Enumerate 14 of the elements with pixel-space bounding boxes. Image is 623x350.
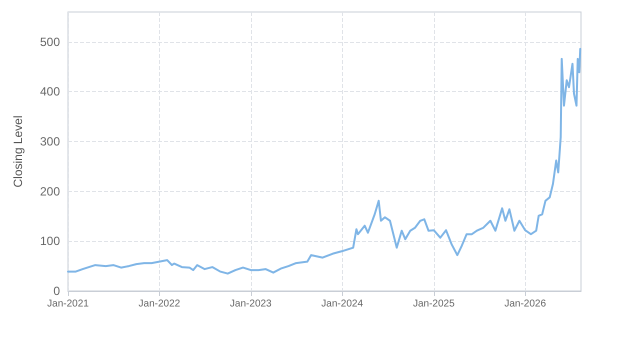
y-axis-title: Closing Level: [11, 115, 25, 188]
y-tick-label: 200: [40, 184, 60, 198]
x-tick-label: Jan-2022: [138, 298, 181, 310]
line-series: [67, 48, 582, 275]
x-tick-label: Jan-2025: [412, 298, 456, 310]
y-tick-label: 300: [40, 134, 60, 149]
x-tick-label: Jan-2021: [47, 298, 90, 310]
y-tick-label: 0: [53, 284, 60, 298]
y-tick-label: 400: [40, 84, 60, 99]
x-tick-label: Jan-2024: [321, 298, 364, 310]
x-tick-label: Jan-2026: [504, 298, 546, 310]
y-tick-label: 500: [40, 34, 60, 49]
y-tick-label: 100: [40, 234, 60, 248]
x-tick-label: Jan-2023: [230, 298, 272, 310]
